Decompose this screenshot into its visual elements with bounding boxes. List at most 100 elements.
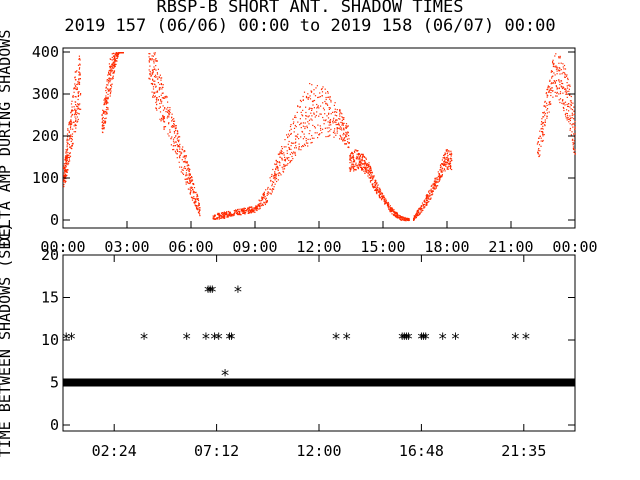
delta-amp-point bbox=[80, 108, 82, 110]
delta-amp-point bbox=[373, 175, 375, 177]
delta-amp-point bbox=[336, 119, 338, 121]
delta-amp-point bbox=[361, 163, 363, 165]
delta-amp-point bbox=[274, 172, 276, 174]
delta-amp-point bbox=[101, 114, 103, 116]
delta-amp-point bbox=[108, 63, 110, 65]
delta-amp-point bbox=[304, 122, 306, 124]
delta-amp-point bbox=[290, 128, 292, 130]
delta-amp-point bbox=[441, 163, 444, 165]
delta-amp-point bbox=[329, 98, 331, 100]
delta-amp-point bbox=[444, 160, 446, 162]
delta-amp-point bbox=[74, 109, 76, 111]
delta-amp-point bbox=[64, 173, 66, 175]
delta-amp-point bbox=[542, 123, 544, 125]
delta-amp-point bbox=[159, 83, 161, 85]
delta-amp-point bbox=[215, 218, 217, 220]
delta-amp-point bbox=[104, 120, 106, 122]
delta-amp-point bbox=[359, 153, 361, 155]
delta-amp-point bbox=[336, 132, 338, 134]
delta-amp-point bbox=[275, 168, 277, 171]
delta-amp-point bbox=[307, 142, 309, 144]
delta-amp-point bbox=[565, 117, 567, 119]
delta-amp-point bbox=[172, 125, 174, 127]
time-between-baseline bbox=[63, 378, 575, 387]
delta-amp-point bbox=[559, 67, 561, 69]
delta-amp-point bbox=[444, 152, 446, 154]
delta-amp-point bbox=[567, 115, 569, 117]
delta-amp-point bbox=[198, 203, 200, 205]
delta-amp-point bbox=[349, 158, 351, 160]
delta-amp-point bbox=[266, 200, 268, 202]
delta-amp-xtick-label: 00:00 bbox=[552, 238, 597, 256]
delta-amp-point bbox=[78, 113, 80, 115]
delta-amp-point bbox=[355, 162, 357, 164]
delta-amp-point bbox=[289, 162, 291, 164]
delta-amp-point bbox=[102, 112, 104, 114]
delta-amp-point bbox=[174, 137, 176, 139]
delta-amp-point bbox=[261, 198, 263, 200]
delta-amp-point bbox=[156, 91, 159, 93]
delta-amp-point bbox=[289, 153, 291, 155]
delta-amp-point bbox=[154, 95, 156, 97]
delta-amp-point bbox=[284, 139, 286, 141]
delta-amp-point bbox=[373, 176, 375, 178]
delta-amp-point bbox=[110, 88, 112, 90]
delta-amp-point bbox=[368, 177, 370, 179]
delta-amp-xtick-label: 15:00 bbox=[360, 238, 405, 256]
delta-amp-point bbox=[350, 160, 352, 162]
delta-amp-point bbox=[359, 154, 362, 156]
delta-amp-point bbox=[443, 154, 445, 156]
delta-amp-point bbox=[335, 121, 337, 124]
delta-amp-point bbox=[398, 214, 400, 216]
delta-amp-point bbox=[112, 66, 114, 68]
delta-amp-point bbox=[149, 65, 151, 67]
delta-amp-point bbox=[112, 77, 114, 80]
delta-amp-point bbox=[374, 179, 377, 181]
delta-amp-point bbox=[554, 80, 556, 82]
delta-amp-point bbox=[403, 219, 405, 221]
delta-amp-point bbox=[153, 68, 155, 70]
delta-amp-point bbox=[359, 165, 361, 167]
delta-amp-point bbox=[194, 201, 196, 203]
delta-amp-point bbox=[277, 166, 279, 168]
delta-amp-point bbox=[549, 80, 551, 82]
delta-amp-point bbox=[270, 193, 272, 195]
delta-amp-point bbox=[307, 98, 309, 100]
delta-amp-point bbox=[275, 177, 278, 180]
delta-amp-point bbox=[197, 209, 199, 211]
delta-amp-point bbox=[566, 90, 568, 92]
delta-amp-point bbox=[546, 102, 548, 104]
delta-amp-point bbox=[451, 168, 453, 171]
delta-amp-point bbox=[365, 166, 367, 168]
delta-amp-point bbox=[110, 77, 112, 80]
delta-amp-point bbox=[178, 151, 180, 153]
delta-amp-point bbox=[308, 133, 310, 135]
delta-amp-point bbox=[544, 125, 546, 127]
delta-amp-point bbox=[115, 55, 117, 57]
delta-amp-point bbox=[310, 142, 312, 144]
delta-amp-point bbox=[361, 156, 363, 158]
delta-amp-point bbox=[64, 179, 66, 182]
delta-amp-point bbox=[334, 128, 336, 130]
delta-amp-point bbox=[112, 64, 114, 66]
delta-amp-point bbox=[277, 173, 279, 175]
delta-amp-point bbox=[190, 186, 192, 188]
delta-amp-point bbox=[328, 113, 330, 115]
delta-amp-point bbox=[443, 163, 446, 165]
delta-amp-point bbox=[78, 91, 80, 93]
delta-amp-point bbox=[193, 187, 196, 189]
delta-amp-point bbox=[267, 191, 269, 193]
delta-amp-point bbox=[149, 58, 151, 61]
delta-amp-point bbox=[108, 80, 110, 82]
delta-amp-point bbox=[74, 113, 76, 115]
delta-amp-point bbox=[159, 88, 161, 90]
delta-amp-point bbox=[350, 167, 352, 169]
delta-amp-point bbox=[189, 180, 191, 182]
delta-amp-point bbox=[234, 212, 236, 214]
delta-amp-point bbox=[570, 95, 572, 98]
delta-amp-point bbox=[343, 127, 345, 129]
delta-amp-point bbox=[310, 90, 312, 92]
delta-amp-point bbox=[450, 152, 452, 154]
delta-amp-point bbox=[408, 219, 410, 221]
delta-amp-point bbox=[256, 209, 258, 212]
